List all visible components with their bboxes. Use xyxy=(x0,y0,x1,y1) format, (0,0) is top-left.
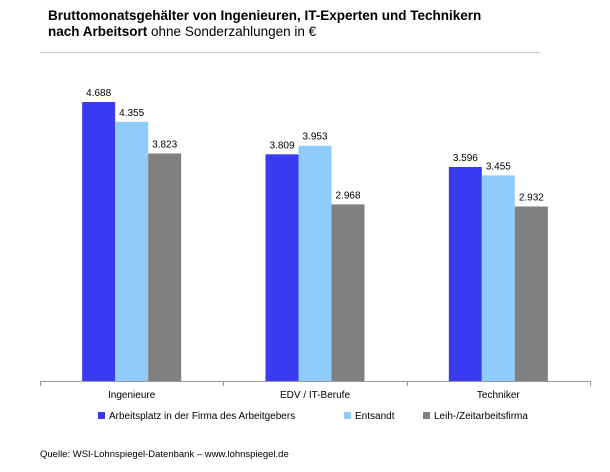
data-label: 3.823 xyxy=(152,139,177,150)
bar xyxy=(481,175,515,381)
data-label: 3.596 xyxy=(453,153,478,164)
legend-swatch xyxy=(98,412,105,419)
data-label: 3.809 xyxy=(269,140,294,151)
data-label: 3.953 xyxy=(302,132,327,143)
category-label: EDV / IT-Berufe xyxy=(280,390,350,401)
title-line1: Bruttomonatsgehälter von Ingenieuren, IT… xyxy=(48,8,482,23)
data-label: 4.355 xyxy=(119,108,144,119)
bar xyxy=(115,121,149,381)
bar xyxy=(514,206,548,381)
legend-swatch xyxy=(423,412,430,419)
bar xyxy=(298,145,332,381)
data-label: 4.688 xyxy=(86,88,111,99)
category-label: Techniker xyxy=(477,390,520,401)
bar xyxy=(265,154,299,381)
chart-title: Bruttomonatsgehälter von Ingenieuren, IT… xyxy=(48,8,481,40)
legend-swatch xyxy=(344,412,351,419)
legend-label: Arbeitsplatz in der Firma des Arbeitgebe… xyxy=(109,411,295,422)
bar xyxy=(82,102,116,381)
source-note: Quelle: WSI-Lohnspiegel-Datenbank – www.… xyxy=(40,449,289,460)
data-label: 2.968 xyxy=(335,190,360,201)
legend-label: Leih-/Zeitarbeitsfirma xyxy=(434,411,528,422)
legend-label: Entsandt xyxy=(355,411,395,422)
bar xyxy=(148,153,182,381)
category-label: Ingenieure xyxy=(108,390,156,401)
data-label: 3.455 xyxy=(486,161,511,172)
title-line2-bold: nach Arbeitsort xyxy=(48,24,148,39)
title-divider xyxy=(40,52,540,53)
bar xyxy=(331,204,365,381)
data-label: 2.932 xyxy=(519,193,544,204)
title-line2-rest: ohne Sonderzahlungen in € xyxy=(147,24,317,39)
bar xyxy=(448,166,482,381)
